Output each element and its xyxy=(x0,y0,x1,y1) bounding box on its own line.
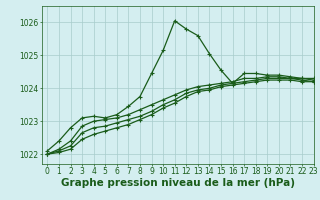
X-axis label: Graphe pression niveau de la mer (hPa): Graphe pression niveau de la mer (hPa) xyxy=(60,178,295,188)
